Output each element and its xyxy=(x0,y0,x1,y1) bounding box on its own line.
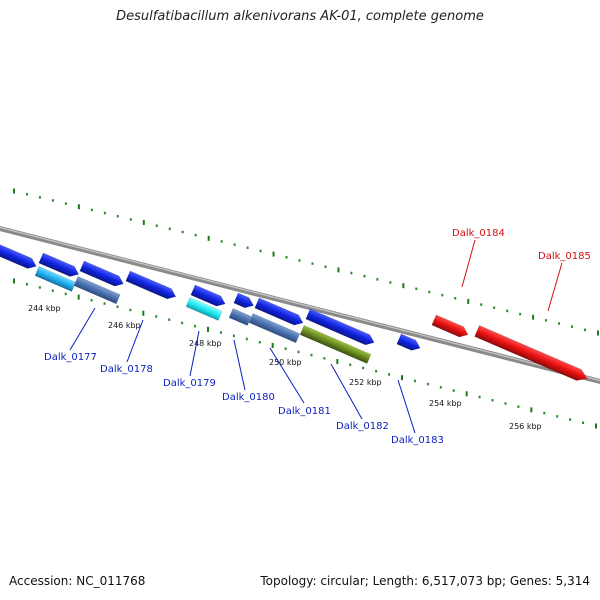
gene-arrow-dalk-0183[interactable] xyxy=(396,333,422,353)
domain-bar-0182 xyxy=(299,325,372,364)
domain-bar-0180 xyxy=(228,308,252,326)
gene-arrow-dalk-0177[interactable] xyxy=(38,252,81,279)
gene-leader-line xyxy=(330,363,363,420)
gene-leader-line xyxy=(69,307,96,351)
gene-leader-line xyxy=(547,262,563,312)
gene-label[interactable]: Dalk_0184 xyxy=(452,228,505,239)
genome-backbone xyxy=(0,225,600,385)
domain-bar-0177 xyxy=(34,266,77,292)
tick-label: 250 kbp xyxy=(269,358,302,367)
tick-label: 246 kbp xyxy=(108,321,141,330)
gene-arrow-dalk-0185[interactable] xyxy=(474,325,590,384)
gene-label[interactable]: Dalk_0178 xyxy=(100,364,153,375)
domain-bar-0178 xyxy=(73,276,121,305)
gene-leader-line xyxy=(397,379,416,434)
tick-label: 256 kbp xyxy=(509,422,542,431)
gene-arrow-dalk-0179[interactable] xyxy=(190,284,227,309)
gene-leader-line xyxy=(269,347,305,404)
gene-labels: Dalk_0177Dalk_0178Dalk_0179Dalk_0180Dalk… xyxy=(44,228,591,446)
gene-leader-line xyxy=(126,319,144,363)
accession-text: Accession: NC_011768 xyxy=(9,574,146,588)
gene-leader-line xyxy=(233,339,246,391)
gene-arrow-dalk-0176[interactable] xyxy=(0,242,38,271)
outer-tick-track xyxy=(13,188,599,336)
map-title: Desulfatibacillum alkenivorans AK-01, co… xyxy=(116,9,484,24)
tick-labels: 244 kbp 246 kbp 248 kbp 250 kbp 252 kbp 254 k… xyxy=(28,304,542,431)
backbone-highlight xyxy=(0,226,600,382)
domain-bar-0179 xyxy=(185,297,223,321)
domain-bar-0181 xyxy=(248,313,301,344)
backbone-line xyxy=(0,225,600,385)
gene-arrow-dalk-0178b[interactable] xyxy=(125,270,178,302)
genome-summary-text: Topology: circular; Length: 6,517,073 bp… xyxy=(260,574,590,588)
gene-arrow-dalk-0184[interactable] xyxy=(431,314,470,340)
gene-arrow-dalk-0181[interactable] xyxy=(254,297,305,328)
gene-label[interactable]: Dalk_0185 xyxy=(538,251,591,262)
gene-arrow-dalk-0180[interactable] xyxy=(233,292,256,311)
inner-tick-track xyxy=(13,278,597,429)
gene-label[interactable]: Dalk_0182 xyxy=(336,421,389,432)
tick-label: 244 kbp xyxy=(28,304,61,313)
gene-label[interactable]: Dalk_0181 xyxy=(278,406,331,417)
gene-label[interactable]: Dalk_0183 xyxy=(391,435,444,446)
tick-label: 254 kbp xyxy=(429,399,462,408)
tick-label: 252 kbp xyxy=(349,378,382,387)
gene-features xyxy=(0,242,590,384)
gene-arrow-dalk-0182[interactable] xyxy=(305,308,376,348)
tick-label: 248 kbp xyxy=(189,339,222,348)
gene-label[interactable]: Dalk_0177 xyxy=(44,352,97,363)
gene-arrow-dalk-0178[interactable] xyxy=(79,260,126,289)
gene-leader-line xyxy=(189,330,200,377)
gene-label[interactable]: Dalk_0179 xyxy=(163,378,216,389)
gene-leader-line xyxy=(461,239,476,288)
gene-label[interactable]: Dalk_0180 xyxy=(222,392,275,403)
